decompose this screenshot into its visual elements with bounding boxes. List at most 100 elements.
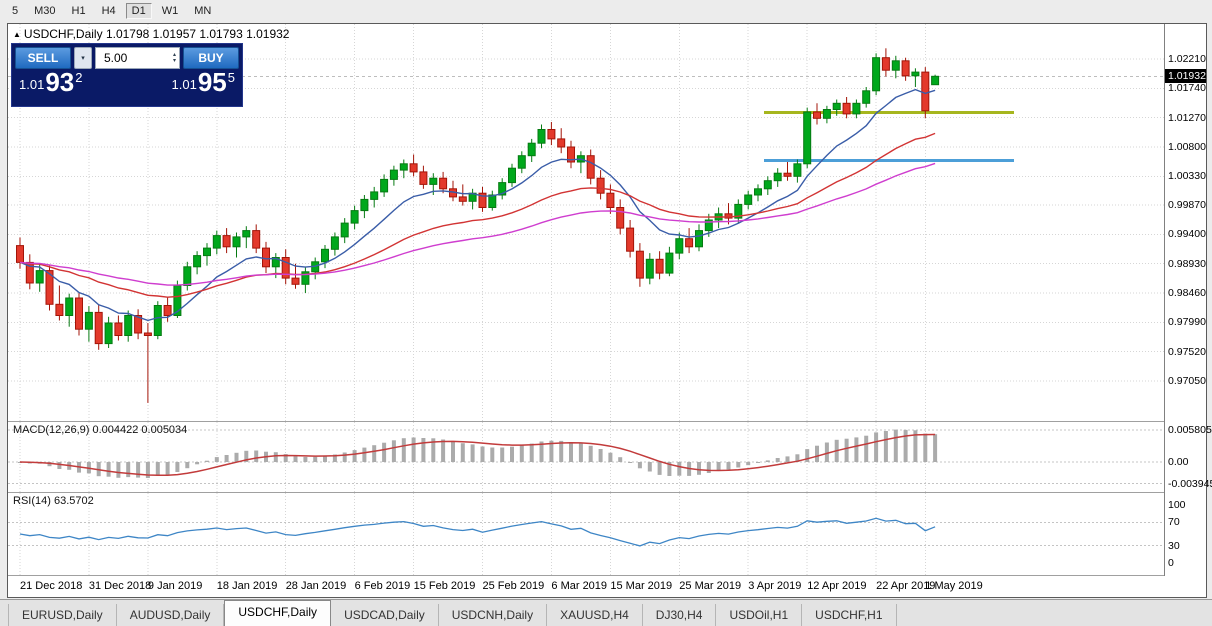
time-label: 15 Mar 2019 [610,580,673,592]
macd-label: MACD(12,26,9) 0.004422 0.005034 [13,424,188,436]
sell-price-sup: 2 [75,70,83,85]
time-label: 22 Apr 2019 [876,580,936,592]
time-label: 15 Feb 2019 [413,580,476,592]
buy-price[interactable]: 1.01 95 5 [171,67,235,97]
rsi-axis-label: 0 [1168,557,1174,569]
sell-price-base: 1.01 [19,77,45,92]
volume-value[interactable]: 5.00 [104,51,128,65]
timeframe-d1[interactable]: D1 [125,3,152,19]
timeframe-5[interactable]: 5 [6,3,24,19]
price-label: 1.01740 [1168,82,1206,94]
time-label: 12 Apr 2019 [807,580,867,592]
rsi-axis-label: 100 [1168,499,1186,511]
time-label: 31 Dec 2018 [88,580,152,592]
price-axis[interactable]: 1.02210 1.01740 1.01270 1.00800 1.00330 0.998… [1164,24,1212,576]
macd-histogram [18,429,938,478]
time-axis[interactable]: 21 Dec 2018 31 Dec 2018 9 Jan 2019 18 Jan 2… [8,576,1164,597]
ma-10-line [19,88,936,322]
tab-usdcad-daily[interactable]: USDCAD,Daily [331,604,439,626]
time-label: 28 Jan 2019 [285,580,347,592]
tab-usdcnh-daily[interactable]: USDCNH,Daily [439,604,548,626]
rsi-pane[interactable]: RSI(14) 63.5702 [8,493,1164,575]
spinner-up-icon[interactable]: ▴ [172,52,176,58]
trade-panel-quotes: 1.01 93 2 1.01 95 5 [12,69,242,97]
ma-55-line [19,162,936,286]
price-label: 1.00330 [1168,170,1206,182]
pane-divider[interactable] [8,492,1206,493]
sell-price[interactable]: 1.01 93 2 [19,67,83,97]
price-label: 1.00800 [1168,141,1206,153]
timeframe-w1[interactable]: W1 [156,3,185,19]
pane-divider[interactable] [8,575,1206,576]
tab-dj30-h4[interactable]: DJ30,H4 [643,604,717,626]
ohlc-values: 1.01798 1.01957 1.01793 1.01932 [105,27,290,41]
grid-layer [19,493,926,575]
time-label: 6 Feb 2019 [354,580,411,592]
spinner-down-icon[interactable]: ▾ [172,58,176,64]
macd-axis-label: -0.003945 [1168,478,1212,490]
time-label: 1 May 2019 [925,580,983,592]
buy-price-sup: 5 [227,70,235,85]
time-label: 25 Mar 2019 [679,580,742,592]
trade-panel-controls: SELL ▾ 5.00 ▴ ▾ BUY [12,44,242,69]
macd-chart-svg[interactable] [8,422,1164,492]
buy-price-base: 1.01 [171,77,197,92]
rsi-label: RSI(14) 63.5702 [13,495,94,507]
price-label: 1.01270 [1168,112,1206,124]
rsi-axis-label: 70 [1168,516,1180,528]
price-label: 0.97520 [1168,346,1206,358]
buy-button[interactable]: BUY [183,47,239,69]
tab-usdchf-h1[interactable]: USDCHF,H1 [802,604,897,626]
price-pane[interactable]: ▲ USDCHF,Daily 1.01798 1.01957 1.01793 1.… [8,24,1164,421]
time-label: 9 Jan 2019 [147,580,203,592]
chart-window: ▲ USDCHF,Daily 1.01798 1.01957 1.01793 1.… [7,23,1212,598]
timeframe-m30[interactable]: M30 [28,3,61,19]
chart-icon: ▲ [13,30,21,39]
price-chart-svg[interactable] [8,24,1164,421]
price-label: 1.02210 [1168,53,1206,65]
tab-usdoil-h1[interactable]: USDOil,H1 [716,604,803,626]
time-label: 25 Feb 2019 [482,580,545,592]
time-label: 3 Apr 2019 [748,580,802,592]
timeframe-mn[interactable]: MN [188,3,217,19]
macd-signal-line [19,433,936,476]
pane-divider[interactable] [8,421,1206,422]
chart-tabs-bar: EURUSD,Daily AUDUSD,Daily USDCHF,Daily USDC… [0,599,1212,626]
chart-header: ▲ USDCHF,Daily 1.01798 1.01957 1.01793 1.… [13,27,289,41]
time-label: 21 Dec 2018 [20,580,83,592]
price-label: 0.97050 [1168,375,1206,387]
rsi-axis-label: 30 [1168,540,1180,552]
grid-layer [8,24,1164,421]
price-label: 0.98460 [1168,287,1206,299]
tab-xauusd-h4[interactable]: XAUUSD,H4 [547,604,643,626]
rsi-chart-svg[interactable] [8,493,1164,575]
tab-eurusd-daily[interactable]: EURUSD,Daily [8,604,117,626]
rsi-line [19,517,936,547]
price-label: 0.99400 [1168,228,1206,240]
one-click-trading-panel: SELL ▾ 5.00 ▴ ▾ BUY 1.01 93 2 1.01 95 5 [11,43,243,107]
symbol-title: USDCHF,Daily [23,27,103,41]
price-label: 0.97990 [1168,316,1206,328]
tab-audusd-daily[interactable]: AUDUSD,Daily [117,604,225,626]
timeframe-h4[interactable]: H4 [96,3,122,19]
volume-dropdown-button[interactable]: ▾ [74,47,92,69]
timeframe-h1[interactable]: H1 [66,3,92,19]
buy-price-big: 95 [197,67,227,97]
sell-price-big: 93 [45,67,75,97]
current-price-tag: 1.01932 [1165,69,1206,83]
time-label: 18 Jan 2019 [216,580,278,592]
tab-usdchf-daily[interactable]: USDCHF,Daily [224,600,332,626]
candles-layer[interactable] [16,48,940,403]
price-label: 0.98930 [1168,258,1206,270]
timeframe-toolbar: 5 M30 H1 H4 D1 W1 MN [0,0,1212,22]
volume-spinner[interactable]: ▴ ▾ [173,52,176,64]
sell-button[interactable]: SELL [15,47,71,69]
chevron-down-icon: ▾ [81,55,85,62]
volume-field[interactable]: 5.00 ▴ ▾ [95,47,180,69]
time-label: 6 Mar 2019 [551,580,608,592]
macd-axis-label: 0.00 [1168,456,1189,468]
price-label: 0.99870 [1168,199,1206,211]
macd-pane[interactable]: MACD(12,26,9) 0.004422 0.005034 [8,422,1164,492]
ma-30-line [19,132,936,298]
